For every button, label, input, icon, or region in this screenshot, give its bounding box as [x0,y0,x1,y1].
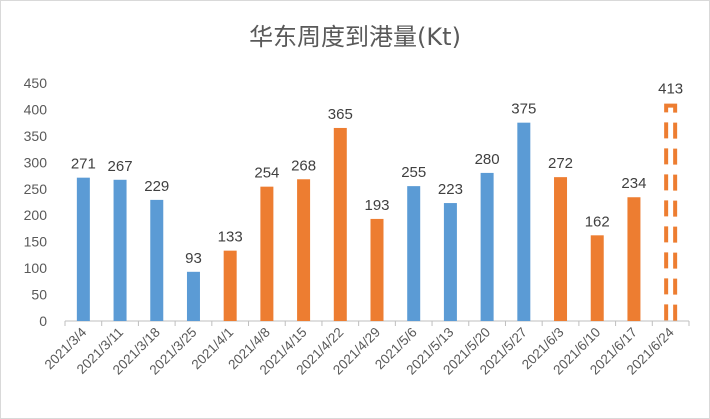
bar [297,179,311,321]
y-tick-label: 0 [39,313,47,329]
bar [260,186,274,321]
bar [333,127,347,321]
bar [480,172,494,321]
data-label: 133 [218,229,243,246]
y-tick-label: 250 [24,181,48,197]
y-tick-label: 50 [31,287,47,303]
y-tick-label: 350 [24,128,48,144]
bar [150,199,164,321]
bar [590,235,604,321]
data-label: 267 [108,158,133,175]
y-tick-label: 200 [24,207,48,223]
data-label: 375 [511,101,536,118]
bar-forecast-outline [664,103,678,323]
data-label: 271 [71,156,96,173]
y-tick-label: 400 [24,101,48,117]
bar [76,177,90,321]
bar [517,122,531,322]
data-label: 280 [475,151,500,168]
data-label: 365 [328,106,353,123]
bar [113,179,127,321]
data-label: 413 [658,81,683,98]
data-label: 162 [585,213,610,230]
bar [223,250,237,321]
bar [443,203,457,321]
data-label: 268 [291,157,316,174]
data-label: 93 [185,250,202,267]
chart-title: 华东周度到港量(Kt) [249,23,461,51]
data-label: 193 [364,197,389,214]
data-label: 229 [144,178,169,195]
y-tick-label: 300 [24,154,48,170]
data-label: 254 [254,165,279,182]
bar [554,177,568,321]
data-label: 223 [438,181,463,198]
bar [407,186,421,321]
y-tick-label: 450 [24,75,48,91]
data-label: 234 [621,175,646,192]
y-tick-label: 150 [24,234,48,250]
bar [186,271,200,321]
data-label: 272 [548,155,573,172]
y-tick-label: 100 [24,260,48,276]
bar [370,218,384,321]
data-label: 255 [401,164,426,181]
bar [627,197,641,321]
